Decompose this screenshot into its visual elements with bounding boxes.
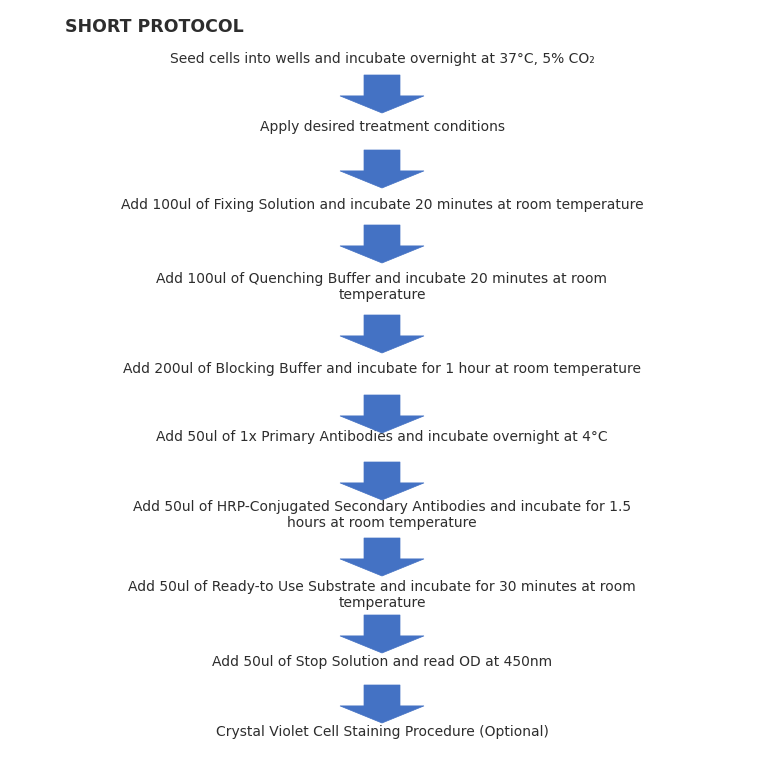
Polygon shape: [340, 685, 424, 723]
Text: Apply desired treatment conditions: Apply desired treatment conditions: [260, 120, 504, 134]
Text: Add 50ul of HRP-Conjugated Secondary Antibodies and incubate for 1.5
hours at ro: Add 50ul of HRP-Conjugated Secondary Ant…: [133, 500, 631, 530]
Text: Add 50ul of 1x Primary Antibodies and incubate overnight at 4°C: Add 50ul of 1x Primary Antibodies and in…: [156, 430, 608, 444]
Text: Seed cells into wells and incubate overnight at 37°C, 5% CO₂: Seed cells into wells and incubate overn…: [170, 52, 594, 66]
Text: Add 100ul of Quenching Buffer and incubate 20 minutes at room
temperature: Add 100ul of Quenching Buffer and incuba…: [157, 272, 607, 303]
Polygon shape: [340, 150, 424, 188]
Text: Add 50ul of Stop Solution and read OD at 450nm: Add 50ul of Stop Solution and read OD at…: [212, 655, 552, 669]
Text: Add 100ul of Fixing Solution and incubate 20 minutes at room temperature: Add 100ul of Fixing Solution and incubat…: [121, 198, 643, 212]
Polygon shape: [340, 75, 424, 113]
Polygon shape: [340, 538, 424, 576]
Text: Add 50ul of Ready-to Use Substrate and incubate for 30 minutes at room
temperatu: Add 50ul of Ready-to Use Substrate and i…: [128, 580, 636, 610]
Text: SHORT PROTOCOL: SHORT PROTOCOL: [65, 18, 244, 36]
Text: Add 200ul of Blocking Buffer and incubate for 1 hour at room temperature: Add 200ul of Blocking Buffer and incubat…: [123, 362, 641, 376]
Text: Crystal Violet Cell Staining Procedure (Optional): Crystal Violet Cell Staining Procedure (…: [215, 725, 549, 739]
Polygon shape: [340, 315, 424, 353]
Polygon shape: [340, 615, 424, 653]
Polygon shape: [340, 225, 424, 263]
Polygon shape: [340, 462, 424, 500]
Polygon shape: [340, 395, 424, 433]
